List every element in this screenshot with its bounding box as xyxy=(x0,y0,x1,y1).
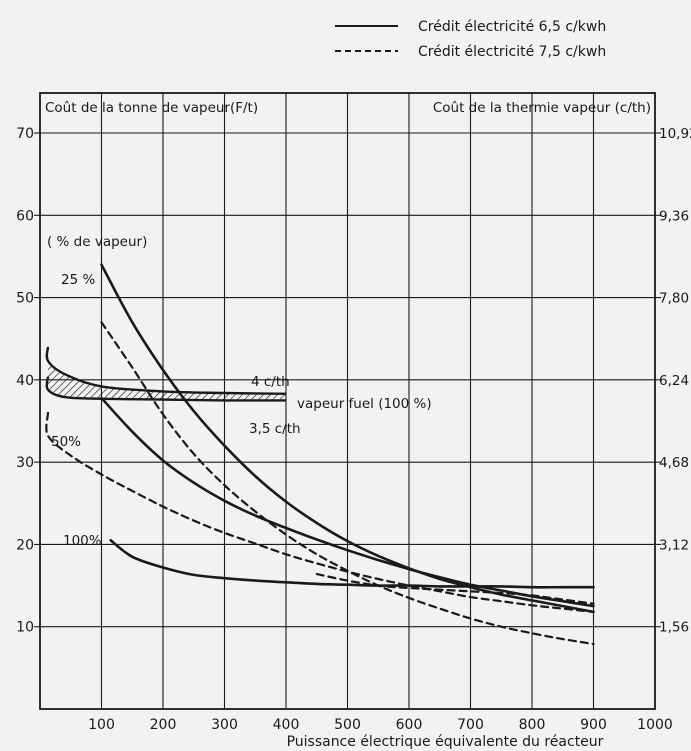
series-line-3-dashed xyxy=(45,411,595,613)
fuel-band xyxy=(46,346,286,401)
fuel-band-upper-edge xyxy=(45,346,287,395)
annotation-fuel: vapeur fuel (100 %) xyxy=(297,396,432,412)
legend-solid-label: Crédit électricité 6,5 c/kwh xyxy=(418,19,606,35)
y-tick-label-left-50: 50 xyxy=(16,291,34,307)
y-tick-label-left-40: 40 xyxy=(16,373,34,389)
y-tick-label-right-5: 9,36 xyxy=(659,208,689,224)
y-tick-label-right-6: 10,92 xyxy=(659,126,691,142)
x-tick-label-600: 600 xyxy=(396,717,423,733)
y-tick-label-right-2: 4,68 xyxy=(659,455,689,471)
x-tick-label-1000: 1000 xyxy=(637,717,673,733)
x-axis-label: Puissance électrique équivalente du réac… xyxy=(287,734,604,750)
x-tick-label-800: 800 xyxy=(519,717,546,733)
series-line-2-solid xyxy=(100,396,595,608)
annotation-50: 50% xyxy=(51,434,81,450)
title-right: Coût de la thermie vapeur (c/th) xyxy=(433,100,651,116)
x-tick-label-700: 700 xyxy=(457,717,484,733)
series-line-0-solid xyxy=(100,263,595,614)
annotation-lower-band: 3,5 c/th xyxy=(249,421,301,437)
y-tick-label-left-70: 70 xyxy=(16,126,34,142)
tick-labels: 100 200 300 400 500 600 700 800 900 1000 10 20 30 40 5… xyxy=(16,126,691,733)
x-tick-label-900: 900 xyxy=(580,717,607,733)
y-tick-label-right-4: 7,80 xyxy=(659,291,689,307)
title-left: Coût de la tonne de vapeur(F/t) xyxy=(45,100,258,116)
y-tick-label-left-60: 60 xyxy=(16,208,34,224)
y-tick-label-left-20: 20 xyxy=(16,537,34,553)
annotation-upper-band: 4 c/th xyxy=(251,374,290,390)
y-tick-label-right-1: 3,12 xyxy=(659,537,689,553)
legend: Crédit électricité 6,5 c/kwh Crédit élec… xyxy=(335,19,606,60)
x-tick-label-400: 400 xyxy=(273,717,300,733)
x-tick-label-300: 300 xyxy=(211,717,238,733)
annotation-vapor-pct: ( % de vapeur) xyxy=(47,234,147,250)
x-tick-label-500: 500 xyxy=(334,717,361,733)
x-tick-label-100: 100 xyxy=(88,717,115,733)
legend-dashed-label: Crédit électricité 7,5 c/kwh xyxy=(418,44,606,60)
y-tick-label-left-10: 10 xyxy=(16,620,34,636)
annotation-25: 25 % xyxy=(61,272,95,288)
annotation-100: 100% xyxy=(63,533,102,549)
x-tick-label-200: 200 xyxy=(150,717,177,733)
series-line-5-dashed xyxy=(315,573,595,605)
y-tick-label-left-30: 30 xyxy=(16,455,34,471)
y-tick-label-right-3: 6,24 xyxy=(659,373,689,389)
series-group xyxy=(45,263,595,646)
y-tick-label-right-0: 1,56 xyxy=(659,620,689,636)
series-line-4-solid xyxy=(109,539,595,589)
